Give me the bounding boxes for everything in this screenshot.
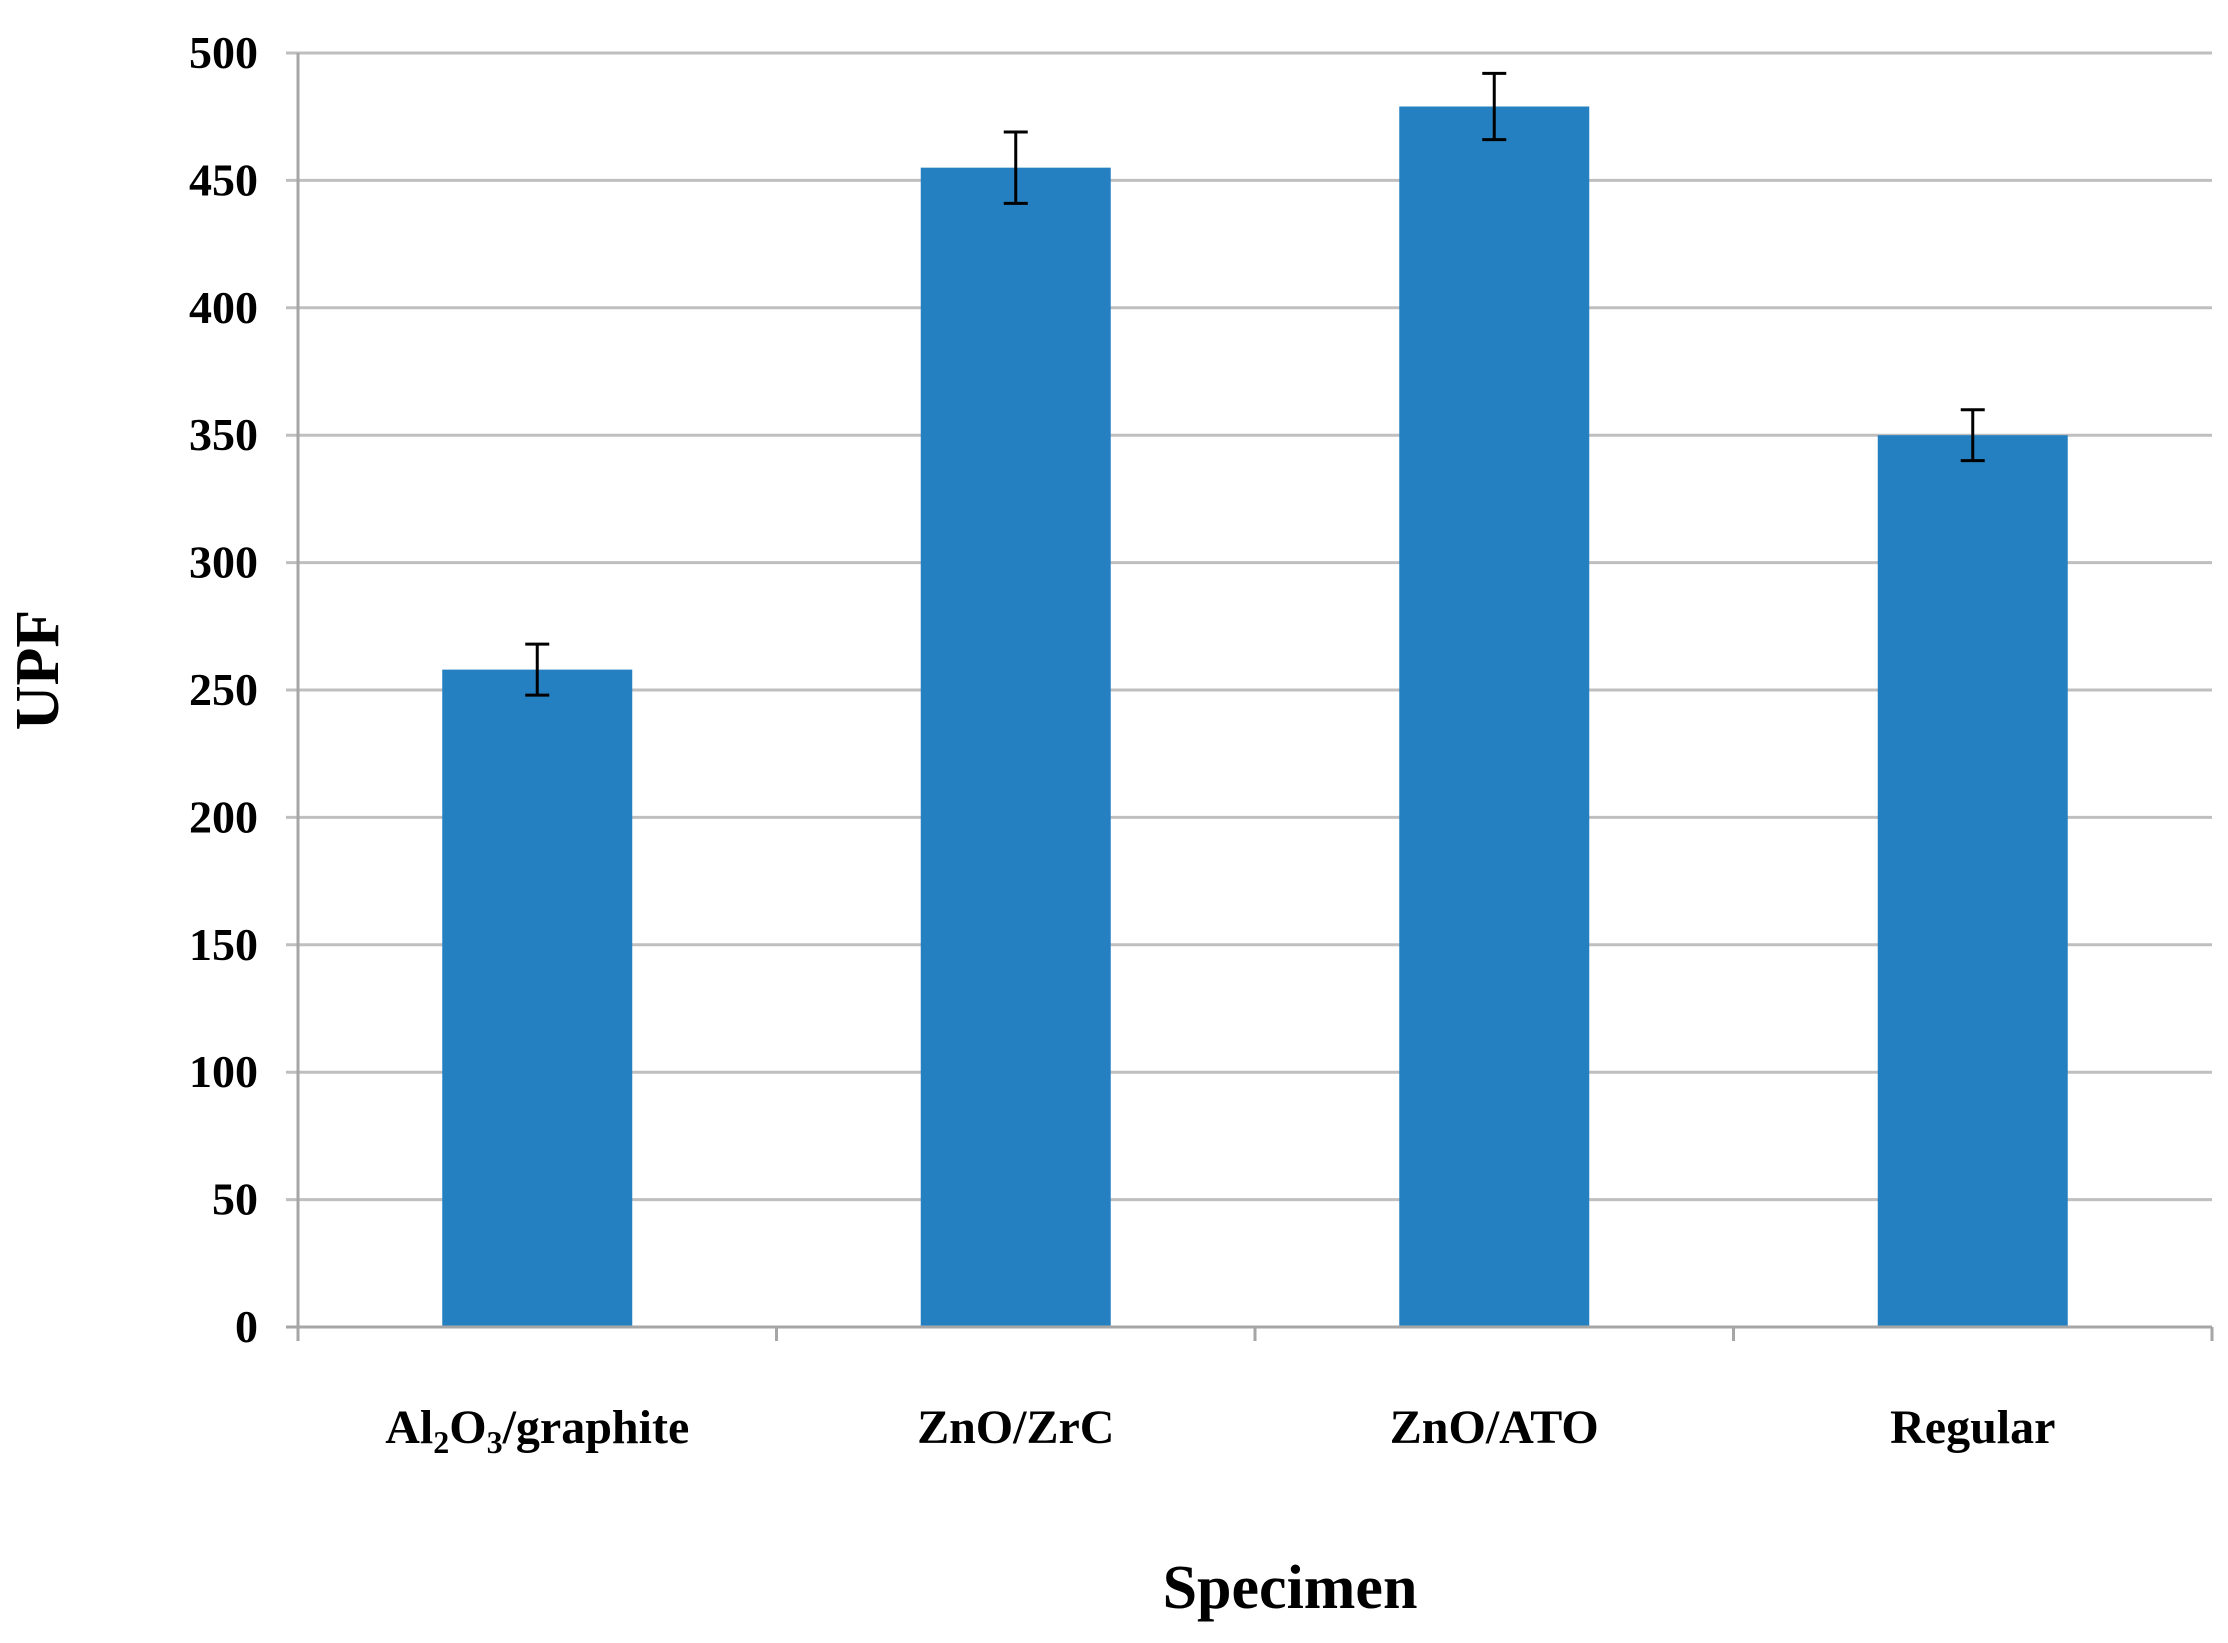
- bar: [442, 669, 633, 1327]
- y-axis-ticks: 0 50 100 150 200 250 300 350 400 450 500: [189, 27, 258, 1352]
- x-category-label: Al2O3/graphite: [385, 1401, 689, 1460]
- x-category-label: ZnO/ATO: [1390, 1401, 1599, 1454]
- error-bar: [525, 642, 550, 697]
- y-tick-label: 50: [212, 1174, 258, 1225]
- y-tick-label: 400: [189, 282, 258, 333]
- error-bar: [1960, 408, 1985, 463]
- x-axis-title: Specimen: [1163, 1554, 1418, 1622]
- bar: [1399, 106, 1590, 1327]
- bar: [920, 167, 1111, 1327]
- y-tick-label: 300: [189, 537, 258, 588]
- x-axis: Al2O3/graphite ZnO/ZrC ZnO/ATO Regular: [286, 53, 2214, 1460]
- y-tick-label: 250: [189, 664, 258, 715]
- y-tick-label: 0: [235, 1301, 258, 1352]
- error-bar: [1003, 130, 1028, 205]
- x-category-label: ZnO/ZrC: [917, 1401, 1114, 1454]
- bar: [1877, 435, 2068, 1327]
- y-axis-title: UPF: [4, 610, 72, 731]
- y-tick-label: 500: [189, 27, 258, 78]
- bars: [442, 71, 2068, 1327]
- error-bar: [1482, 71, 1507, 142]
- y-tick-label: 350: [189, 409, 258, 460]
- y-tick-label: 200: [189, 791, 258, 842]
- x-category-label: Regular: [1890, 1401, 2055, 1454]
- y-tick-label: 450: [189, 154, 258, 205]
- y-tick-label: 150: [189, 919, 258, 970]
- y-tick-label: 100: [189, 1046, 258, 1097]
